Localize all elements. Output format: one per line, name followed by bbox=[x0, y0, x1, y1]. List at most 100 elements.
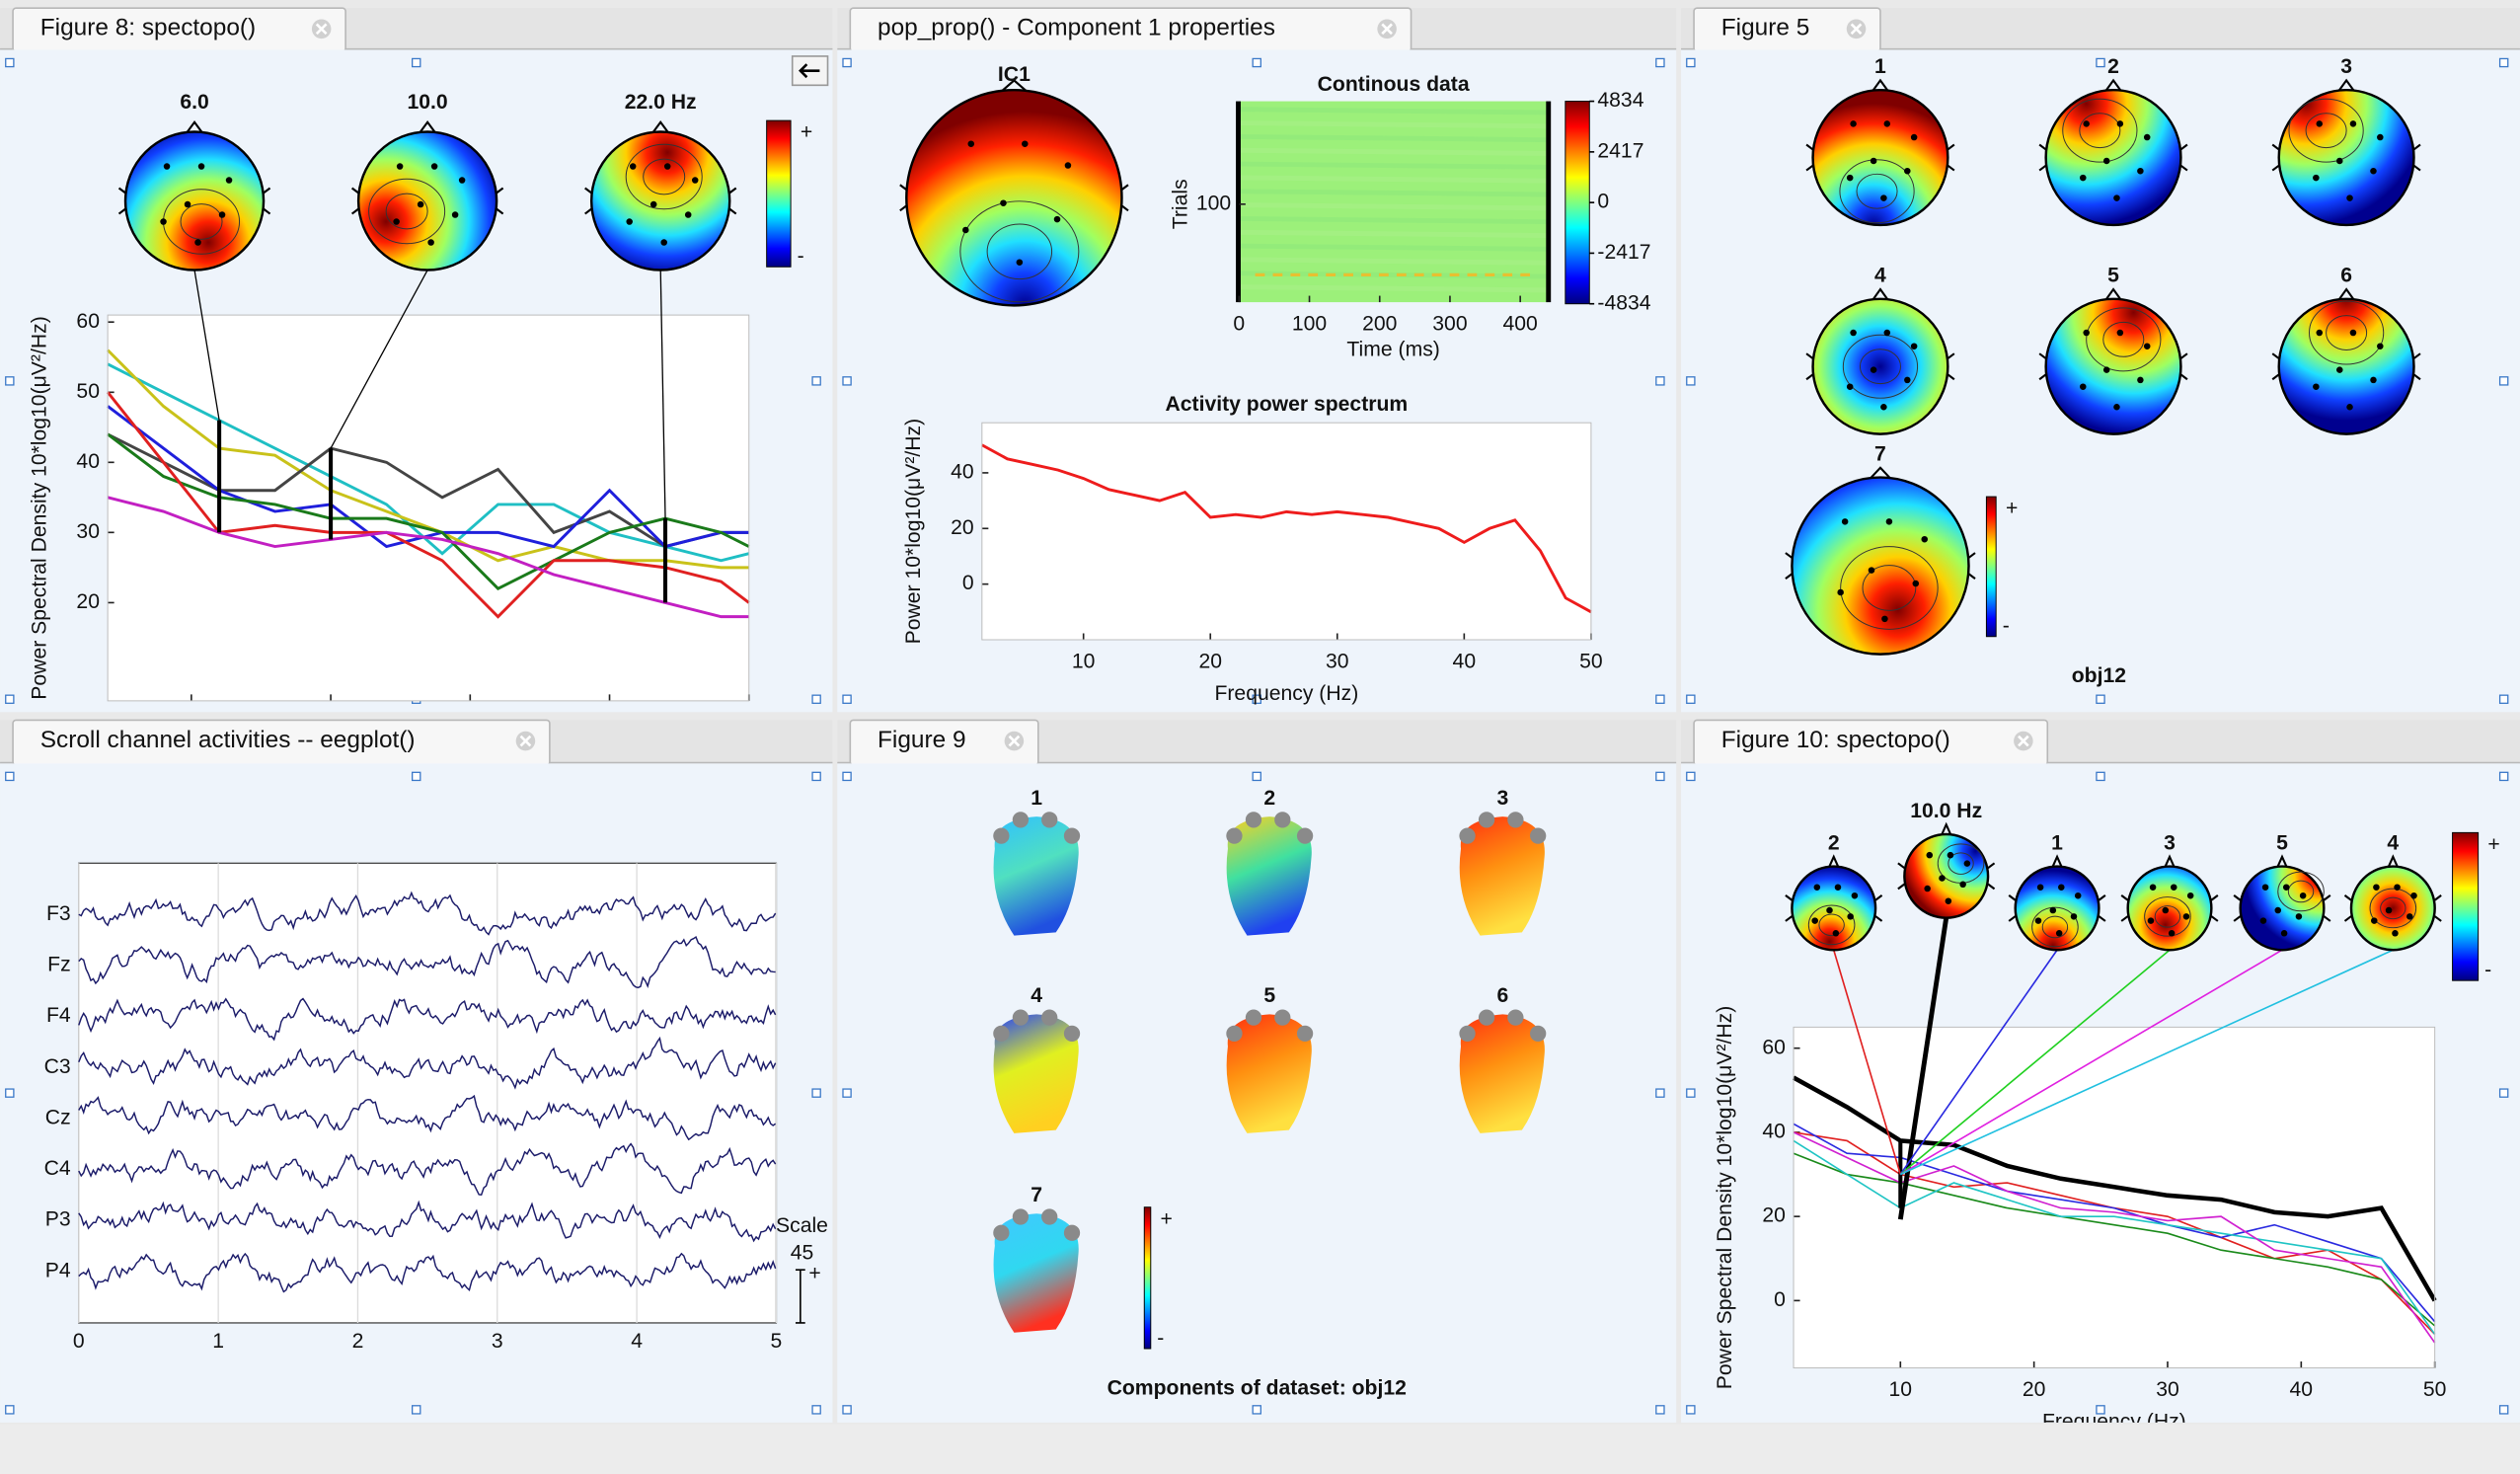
topo-map bbox=[356, 130, 498, 272]
electrode bbox=[458, 177, 466, 184]
colorbar-tick-label: 0 bbox=[1597, 191, 1609, 213]
electrode bbox=[1041, 1208, 1058, 1225]
map-contour bbox=[2288, 98, 2364, 163]
electrode bbox=[1883, 329, 1891, 337]
map-label: 22.0 Hz bbox=[625, 91, 697, 114]
electrode bbox=[1296, 827, 1314, 844]
map-contour bbox=[2154, 905, 2181, 928]
electrode bbox=[1847, 913, 1854, 920]
tab-title: Figure 5 bbox=[1721, 15, 1810, 41]
electrode bbox=[1064, 162, 1072, 169]
panel: 1 2 3 4 5 6 7 + - Components of dataset: obj12 bbox=[993, 787, 1547, 1399]
map-label: 3 bbox=[1496, 787, 1508, 810]
resize-handle bbox=[412, 1405, 421, 1415]
electrode bbox=[2346, 403, 2353, 411]
electrode bbox=[2147, 917, 2155, 924]
topo-map bbox=[905, 88, 1123, 307]
x-tick-label: 100 bbox=[1292, 312, 1327, 335]
map-ear bbox=[117, 187, 271, 215]
back-arrow-icon bbox=[799, 63, 820, 79]
map-contour bbox=[2062, 98, 2138, 163]
colorbar-tick-label: 2417 bbox=[1597, 139, 1643, 162]
electrode bbox=[1274, 1009, 1291, 1026]
electrode bbox=[1846, 174, 1854, 182]
electrode bbox=[1063, 1025, 1081, 1043]
channel-label: C3 bbox=[44, 1055, 71, 1078]
resize-handle bbox=[1686, 1405, 1696, 1415]
y-tick-label: 40 bbox=[76, 450, 100, 473]
electrode bbox=[663, 163, 671, 170]
electrode bbox=[2080, 383, 2087, 390]
map-nose bbox=[1000, 79, 1029, 93]
electrode bbox=[1478, 812, 1495, 828]
electrode bbox=[2377, 343, 2384, 349]
electrode bbox=[218, 211, 226, 218]
electrode bbox=[1832, 930, 1840, 937]
colorbar-label: - bbox=[798, 245, 804, 268]
y-tick-label: 40 bbox=[1762, 1121, 1786, 1143]
erp-image-texture bbox=[1239, 161, 1548, 170]
erp-image-texture bbox=[1239, 243, 1548, 252]
resize-handle bbox=[5, 57, 15, 68]
x-tick-label: 50 bbox=[1579, 650, 1603, 672]
electrode bbox=[1041, 812, 1058, 828]
map-connector bbox=[1899, 949, 2058, 1175]
map-label: IC1 bbox=[998, 63, 1031, 86]
map-contour bbox=[2041, 915, 2069, 939]
y-tick-label: 0 bbox=[962, 572, 974, 594]
electrode bbox=[1910, 133, 1918, 141]
x-tick-label: 20 bbox=[2023, 1378, 2046, 1401]
map-contour bbox=[986, 223, 1053, 280]
panel: 1 2 3 4 5 6 7 + - obj12 bbox=[1785, 55, 2421, 687]
resize-handle bbox=[2498, 1405, 2509, 1415]
map-label: 2 bbox=[1263, 787, 1275, 810]
electrode bbox=[2336, 157, 2343, 165]
topo-map bbox=[2239, 865, 2326, 952]
electrode bbox=[1921, 535, 1928, 543]
map-connector bbox=[659, 270, 666, 519]
topo-map bbox=[1903, 832, 1990, 919]
eeg-trace bbox=[78, 935, 776, 989]
image-title: Continous data bbox=[1318, 73, 1470, 96]
x-tick-label: 10 bbox=[1072, 650, 1096, 672]
map-contour bbox=[2305, 113, 2347, 149]
resize-handle bbox=[1252, 1405, 1261, 1415]
resize-handle bbox=[2498, 1088, 2509, 1098]
map-label: 5 bbox=[2107, 265, 2119, 287]
head-3d bbox=[993, 1213, 1079, 1333]
plot-area bbox=[108, 315, 749, 701]
map-ear bbox=[1785, 552, 1976, 580]
resize-handle bbox=[412, 57, 421, 68]
resize-handle bbox=[1655, 1405, 1665, 1415]
map-label: 7 bbox=[1874, 442, 1886, 465]
colorbar-label: - bbox=[2003, 615, 2010, 638]
electrode bbox=[2113, 194, 2120, 201]
head-3d bbox=[1459, 816, 1545, 936]
electrode bbox=[2346, 194, 2353, 201]
topo-map bbox=[1791, 865, 1877, 952]
map-contour bbox=[625, 143, 703, 210]
eeg-trace bbox=[78, 1142, 777, 1197]
electrode bbox=[993, 1025, 1010, 1043]
y-tick-label: 20 bbox=[1762, 1204, 1786, 1227]
map-contour bbox=[368, 178, 446, 245]
resize-handle bbox=[5, 1405, 15, 1415]
y-tick-label: 0 bbox=[1774, 1288, 1786, 1311]
electrode bbox=[2336, 366, 2343, 373]
electrode bbox=[1880, 194, 1887, 201]
electrode bbox=[1012, 1208, 1030, 1225]
map-nose bbox=[2337, 287, 2356, 302]
map-label: 1 bbox=[1874, 55, 1886, 78]
electrode bbox=[2083, 329, 2090, 337]
resize-handle bbox=[811, 376, 821, 386]
electrode bbox=[396, 163, 404, 170]
series-line bbox=[981, 443, 1592, 614]
caption: Components of dataset: obj12 bbox=[1107, 1376, 1407, 1399]
map-ear bbox=[2038, 143, 2188, 172]
electrode bbox=[1924, 885, 1931, 892]
map-connector bbox=[193, 270, 220, 421]
resize-handle bbox=[1655, 771, 1665, 782]
